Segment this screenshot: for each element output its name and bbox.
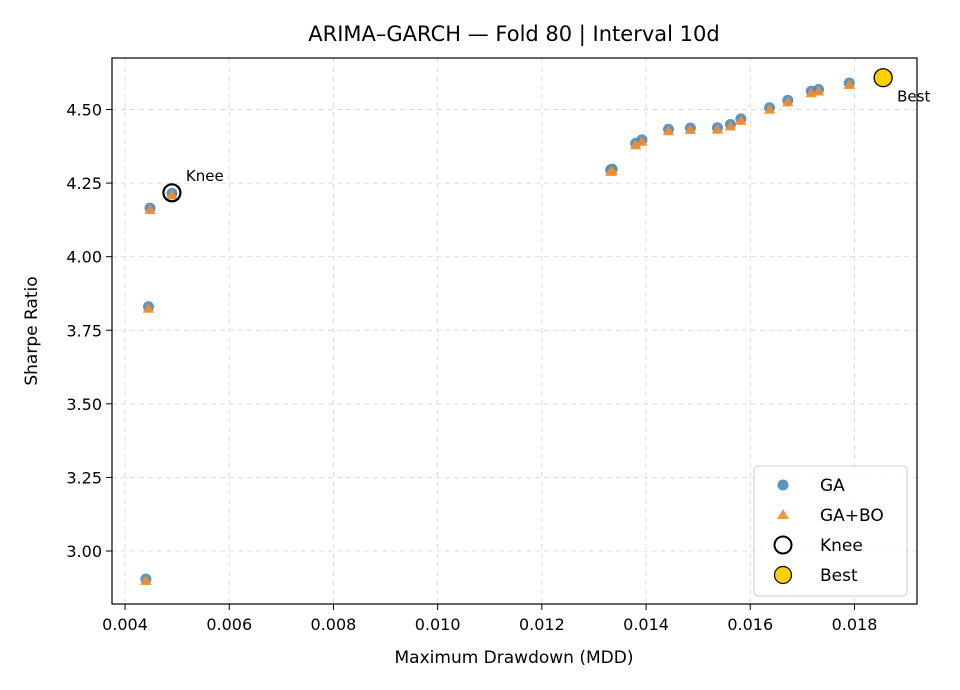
x-tick-label: 0.012 (519, 615, 565, 634)
y-tick-label: 3.00 (66, 542, 102, 561)
legend-ga-marker (777, 479, 789, 491)
ga-bo-point (142, 302, 155, 313)
x-tick-label: 0.004 (102, 615, 148, 634)
ga-bo-point (166, 189, 178, 200)
y-tick-label: 4.50 (66, 101, 102, 120)
knee-marker (162, 183, 182, 203)
y-tick-label: 3.50 (66, 395, 102, 414)
x-tick-label: 0.008 (311, 615, 357, 634)
x-axis-ticks: 0.004 0.006 0.008 0.010 0.012 0.014 0.016 0.018 (102, 604, 877, 634)
legend-knee-marker (773, 535, 793, 555)
ga-bo-point (812, 85, 825, 96)
x-tick-label: 0.018 (832, 615, 878, 634)
legend: GA GA+BO Knee Best (753, 465, 908, 597)
ga-bo-point (763, 103, 776, 114)
ga-bo-series (140, 78, 856, 585)
y-tick-label: 4.25 (66, 174, 102, 193)
knee-annotation: Knee (186, 167, 224, 185)
x-tick-label: 0.016 (727, 615, 773, 634)
highlight-markers: Knee Best (162, 68, 930, 203)
ga-bo-point (629, 139, 642, 150)
legend-knee-label: Knee (820, 536, 863, 556)
legend-ga-bo-marker (777, 509, 789, 519)
y-tick-label: 3.25 (66, 468, 102, 487)
x-tick-label: 0.006 (206, 615, 252, 634)
x-tick-label: 0.014 (623, 615, 669, 634)
best-annotation: Best (897, 88, 930, 106)
ga-bo-point (606, 165, 618, 176)
legend-best-marker (773, 565, 793, 585)
ga-bo-point (662, 125, 675, 136)
legend-best-label: Best (820, 566, 858, 586)
y-tick-label: 3.75 (66, 321, 102, 340)
x-tick-label: 0.010 (415, 615, 461, 634)
legend-box (753, 465, 908, 597)
ga-bo-point (843, 78, 856, 89)
chart-title: ARIMA–GARCH — Fold 80 | Interval 10d (308, 22, 719, 47)
x-axis-label: Maximum Drawdown (MDD) (395, 648, 634, 668)
plot-frame (111, 57, 918, 605)
ga-bo-point (711, 123, 724, 134)
y-axis-ticks: 3.00 3.25 3.50 3.75 4.00 4.25 4.50 (66, 101, 112, 561)
y-axis-label: Sharpe Ratio (22, 276, 42, 385)
ga-bo-point (140, 574, 152, 585)
ga-bo-point (636, 135, 648, 146)
legend-ga-label: GA (820, 476, 845, 496)
best-marker (873, 68, 893, 88)
ga-bo-point (781, 96, 794, 107)
y-tick-label: 4.00 (66, 248, 102, 267)
legend-ga-bo-label: GA+BO (820, 506, 884, 526)
ga-bo-point (684, 124, 697, 135)
ga-bo-point (735, 114, 747, 125)
ga-bo-point (144, 204, 156, 215)
ga-bo-point (724, 120, 737, 131)
